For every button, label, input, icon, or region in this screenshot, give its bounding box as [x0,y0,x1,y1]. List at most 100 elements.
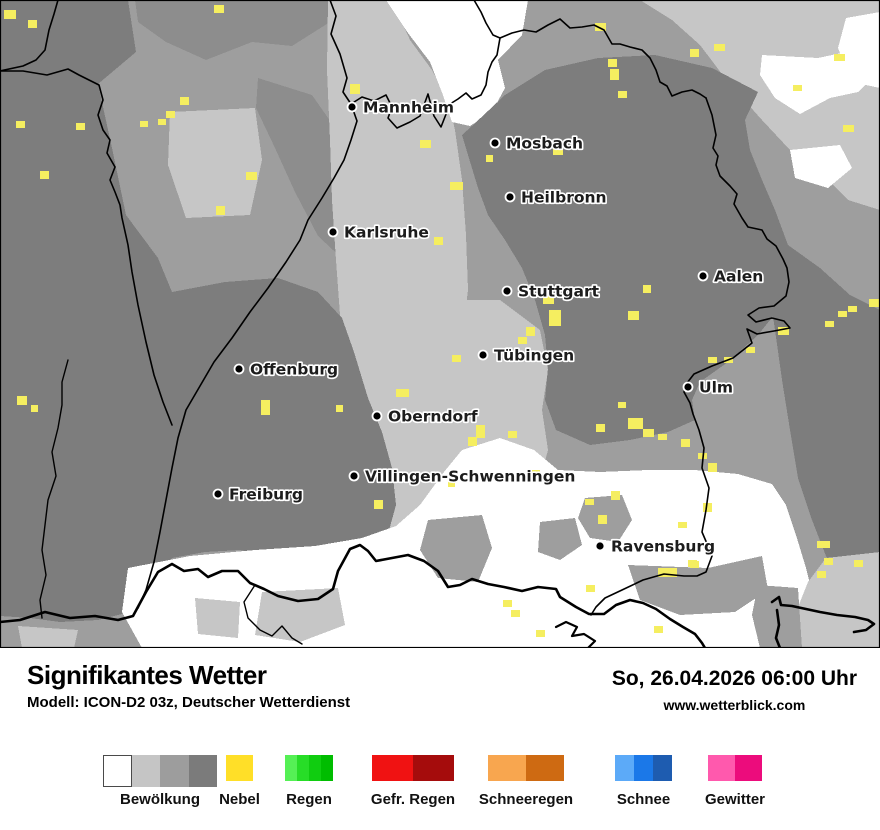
fog-cell [4,10,16,19]
fog-cell [452,355,461,362]
legend-swatches [488,755,564,781]
city-marker [346,101,358,113]
legend-bar: Bewölkung Nebel Regen Gefr. Regen Schneerege… [0,755,880,817]
legend-swatches [103,755,217,787]
city-label: Ravensburg [611,538,715,556]
fog-cell [549,310,561,326]
legend-swatches [708,755,762,781]
legend-color-swatch [615,755,634,781]
fog-cell [854,560,863,567]
fog-cell [76,123,85,130]
weather-map-svg: Mannheim Mosbach Heilbronn Karlsruhe Aalen St… [0,0,880,648]
fog-cell [16,121,25,128]
fog-cell [468,437,477,446]
region-bottom-light-2 [195,598,240,638]
fog-cell [503,600,512,607]
legend-color-swatch [372,755,413,781]
legend-color-swatch [526,755,564,781]
city-label: Villingen-Schwenningen [365,468,575,486]
fog-cell [628,418,643,429]
legend-item-6: Gewitter [705,755,765,808]
legend-color-swatch [297,755,309,781]
region-west-light-patch [168,108,262,218]
legend-color-swatch [413,755,454,781]
fog-cell [350,84,360,94]
fog-cell [40,171,49,179]
legend-swatches [285,755,333,781]
legend-color-swatch [321,755,333,781]
fog-cell [166,111,175,118]
city-marker [212,488,224,500]
fog-cell [526,327,535,336]
fog-cell [838,311,847,317]
fog-cell [703,503,712,512]
region-bottom-light-3 [18,626,78,648]
city-marker [348,470,360,482]
fog-cell [140,121,148,127]
fog-cell [658,434,667,440]
fog-cell [618,91,627,98]
model-label: Modell: ICON-D2 03z, Deutscher Wetterdie… [27,694,351,712]
legend-item-1: Nebel [219,755,260,808]
region-top-strip-middark [135,0,330,60]
legend-item-5: Schnee [615,755,672,808]
fog-cell [834,54,845,61]
fog-cell [374,500,383,509]
legend-label: Bewölkung [119,791,201,808]
legend-item-2: Regen [285,755,333,808]
fog-cell [778,327,789,335]
fog-cell [216,206,225,215]
weather-map: Mannheim Mosbach Heilbronn Karlsruhe Aalen St… [0,0,880,648]
fog-cell [708,357,717,363]
fog-cell [543,295,554,304]
fog-cell [598,515,607,524]
legend-swatches [615,755,672,781]
city-marker [594,540,606,552]
fog-cell [843,125,854,132]
region-west-dark [0,0,396,622]
legend-swatches [372,755,454,781]
fog-cell [848,306,857,312]
city-marker [233,363,245,375]
legend-label: Schneeregen [478,791,574,808]
city-label: Mannheim [363,99,454,117]
header-right: So, 26.04.2026 06:00 Uhr www.wetterblick… [612,667,857,713]
legend-color-swatch [188,755,217,787]
fog-cell [714,44,725,51]
fog-cell [596,424,605,432]
city-label: Stuttgart [518,283,600,301]
fog-cell [553,147,563,155]
fog-cell [336,405,343,412]
fog-cell [450,182,463,190]
border-north-border [350,0,501,129]
legend-label: Regen [286,791,332,808]
city-label: Offenburg [250,361,338,379]
header-left: Signifikantes Wetter Modell: ICON-D2 03z… [27,660,351,712]
city-marker [489,137,501,149]
border-swiss-border [0,543,707,648]
fog-cell [31,405,38,412]
fog-cell [824,558,833,565]
website-label: www.wetterblick.com [663,697,806,713]
legend-color-swatch [131,755,160,787]
fog-cell [246,172,257,180]
fog-cell [508,431,517,438]
fog-cell [610,69,619,80]
fog-cell [869,299,879,307]
fog-cell [214,5,224,13]
city-label: Freiburg [229,486,303,504]
legend-color-swatch [160,755,189,787]
region-white-tr-small [790,145,852,188]
border-inner-french-line [39,359,69,619]
fog-cell [643,285,651,293]
legend-label: Schnee [616,791,671,808]
fog-cell [536,630,545,637]
city-marker [501,285,513,297]
fog-cell [180,97,189,105]
fog-cell [690,561,699,568]
fog-cell [28,20,37,28]
page-title: Signifikantes Wetter [27,660,267,690]
city-label: Aalen [714,268,763,286]
fog-cell [476,425,485,438]
